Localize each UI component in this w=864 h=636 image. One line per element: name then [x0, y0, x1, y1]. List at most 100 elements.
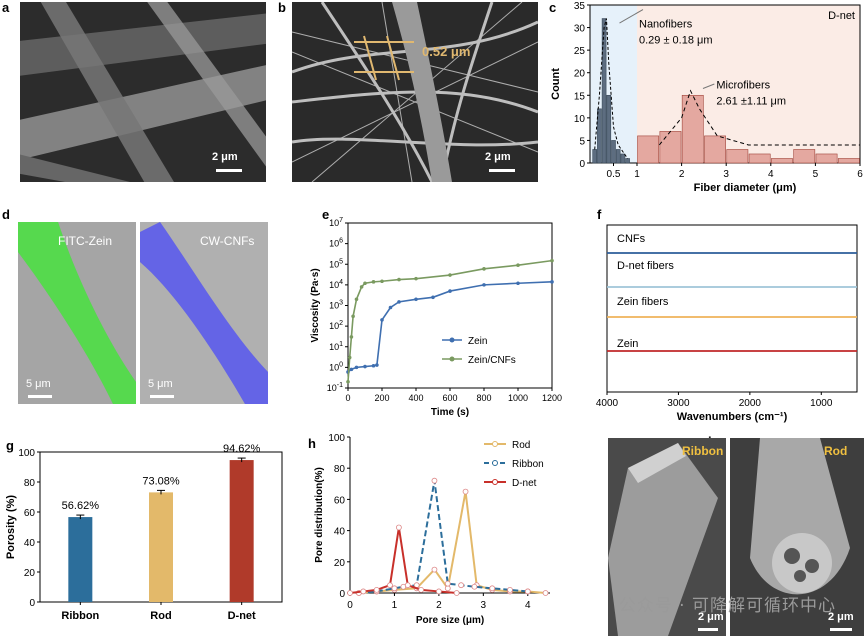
sem-image-rod: Rod 2 μm	[730, 438, 864, 636]
x-axis-label: Pore size (μm)	[416, 615, 484, 626]
data-point	[346, 379, 350, 384]
data-point	[550, 280, 554, 284]
x-tick-label: 5	[813, 169, 819, 180]
porosity-chart: 0 20 40 60 80 100 Porosity (%) 56.62% Ribbon 73.0…	[5, 443, 283, 622]
data-point	[414, 297, 418, 302]
y-axis-label: Count	[550, 68, 562, 100]
data-point	[516, 263, 520, 267]
x-tick-label: 200	[374, 393, 389, 403]
x-tick-label: 2000	[739, 398, 762, 409]
scale-bar-i-right	[830, 628, 852, 631]
y-tick-label: 40	[24, 538, 36, 549]
panel-c: c D-net 0 5 10 15 20 25 30 35 0.5 1 2 3 4 5 6 Fiber diam…	[545, 0, 864, 200]
data-point	[359, 285, 364, 289]
y-tick-label: 103	[329, 300, 343, 311]
histogram-bar	[606, 94, 612, 164]
sem-fibers-b	[291, 1, 539, 183]
data-point	[458, 582, 465, 589]
data-point	[354, 365, 359, 370]
y-tick-label: 80	[24, 478, 36, 489]
x-tick-label: 6	[857, 169, 863, 180]
histogram-bar	[837, 158, 860, 164]
bar-rod	[149, 492, 173, 602]
y-axis-label: Pore distribution(%)	[314, 467, 325, 563]
data-point	[431, 566, 438, 573]
legend-label: Rod	[512, 440, 530, 451]
spectrum-label: Zein	[617, 338, 638, 350]
annotation-arrow	[619, 9, 644, 24]
x-tick-label: 1	[392, 600, 398, 611]
nanofiber-region	[590, 5, 637, 163]
data-point	[397, 277, 401, 282]
category-label: Rod	[150, 610, 171, 622]
y-tick-label: 20	[334, 558, 346, 569]
sem-image-ribbon: Ribbon 2 μm	[608, 438, 726, 636]
panel-h: h 0 20 40 60 80 100 0 1 2 3 4 Pore size (μm) Pore di…	[292, 430, 592, 636]
legend-marker	[492, 479, 498, 485]
data-point	[418, 586, 425, 593]
data-point	[363, 364, 367, 369]
chart-title: D-net	[828, 10, 855, 22]
x-tick-label: 1	[634, 169, 640, 180]
x-axis-label: Fiber diameter (μm)	[694, 182, 797, 194]
distribution-line-0	[358, 491, 546, 594]
panel-label-e: e	[322, 207, 330, 222]
y-tick-label: 10-1	[327, 382, 343, 393]
y-tick-label: 5	[579, 136, 585, 147]
x-tick-label: 0	[347, 600, 353, 611]
series-line-1	[347, 259, 553, 382]
data-point	[550, 258, 554, 263]
scale-bar-a	[216, 169, 242, 172]
label-ribbon: Ribbon	[682, 444, 724, 458]
y-tick-label: 0	[29, 598, 35, 609]
data-point	[391, 585, 398, 592]
x-tick-label: 2	[679, 169, 685, 180]
x-tick-label: 0	[345, 393, 350, 403]
data-point	[371, 280, 376, 284]
value-label: 94.62%	[223, 443, 261, 455]
x-tick-label: 4	[768, 169, 774, 180]
y-tick-label: 40	[334, 527, 346, 538]
panel-i: i Ribbon 2 μm Rod 2 μm	[596, 430, 864, 636]
y-tick-exponent: 5	[339, 258, 343, 265]
legend-label: Zein/CNFs	[468, 355, 516, 366]
x-tick-label: 1000	[810, 398, 833, 409]
y-tick-label: 106	[329, 238, 343, 249]
histogram-chart: D-net 0 5 10 15 20 25 30 35 0.5 1 2 3 4 5 6 Fiber diamet…	[550, 1, 863, 194]
y-tick-label: 80	[334, 464, 346, 475]
watermark-text: 公众号 · 可降解可循环中心	[618, 596, 836, 616]
panel-f: f 4000 3000 2000 1000 Wavenumbers (cm⁻¹) CNFs…	[575, 205, 864, 425]
histogram-bar	[625, 158, 630, 164]
panel-label-g: g	[6, 438, 14, 453]
category-label: D-net	[228, 610, 256, 622]
y-tick-exponent: 0	[339, 361, 343, 368]
x-tick-label: 4000	[596, 398, 619, 409]
data-point	[524, 588, 531, 595]
annotation-nano-size: 0.29 ± 0.18 μm	[639, 34, 713, 46]
sem-fibers-a	[10, 0, 270, 185]
panel-g: g 0 20 40 60 80 100 Porosity (%) 56.62% Ribbon 73…	[0, 430, 290, 636]
data-point	[397, 300, 401, 304]
x-tick-label: 600	[442, 393, 457, 403]
data-point	[414, 276, 418, 281]
histogram-bar	[771, 158, 793, 164]
histogram-bar	[620, 153, 626, 164]
x-tick-label: 3	[723, 169, 729, 180]
x-tick-label: 0.5	[607, 169, 621, 180]
y-tick-label: 100	[328, 433, 345, 444]
scale-text-b: 2 μm	[485, 151, 511, 163]
legend-label: Zein	[468, 336, 487, 347]
data-point	[482, 267, 486, 271]
pore-distribution-chart: 0 20 40 60 80 100 0 1 2 3 4 Pore size (μm) Pore dist…	[314, 433, 550, 626]
nanofiber-fit-curve	[594, 18, 629, 159]
spectrum-label: CNFs	[617, 233, 646, 245]
fluorescence-image-left: FITC-Zein 5 μm	[18, 222, 136, 404]
histogram-bar	[815, 153, 838, 164]
annotation-nanofibers: Nanofibers	[639, 19, 693, 31]
histogram-bar	[615, 149, 621, 164]
data-point	[404, 582, 411, 589]
x-tick-label: 2	[436, 600, 442, 611]
label-fitc-zein: FITC-Zein	[58, 234, 112, 248]
distribution-line-1	[358, 480, 528, 594]
data-point	[375, 363, 379, 367]
